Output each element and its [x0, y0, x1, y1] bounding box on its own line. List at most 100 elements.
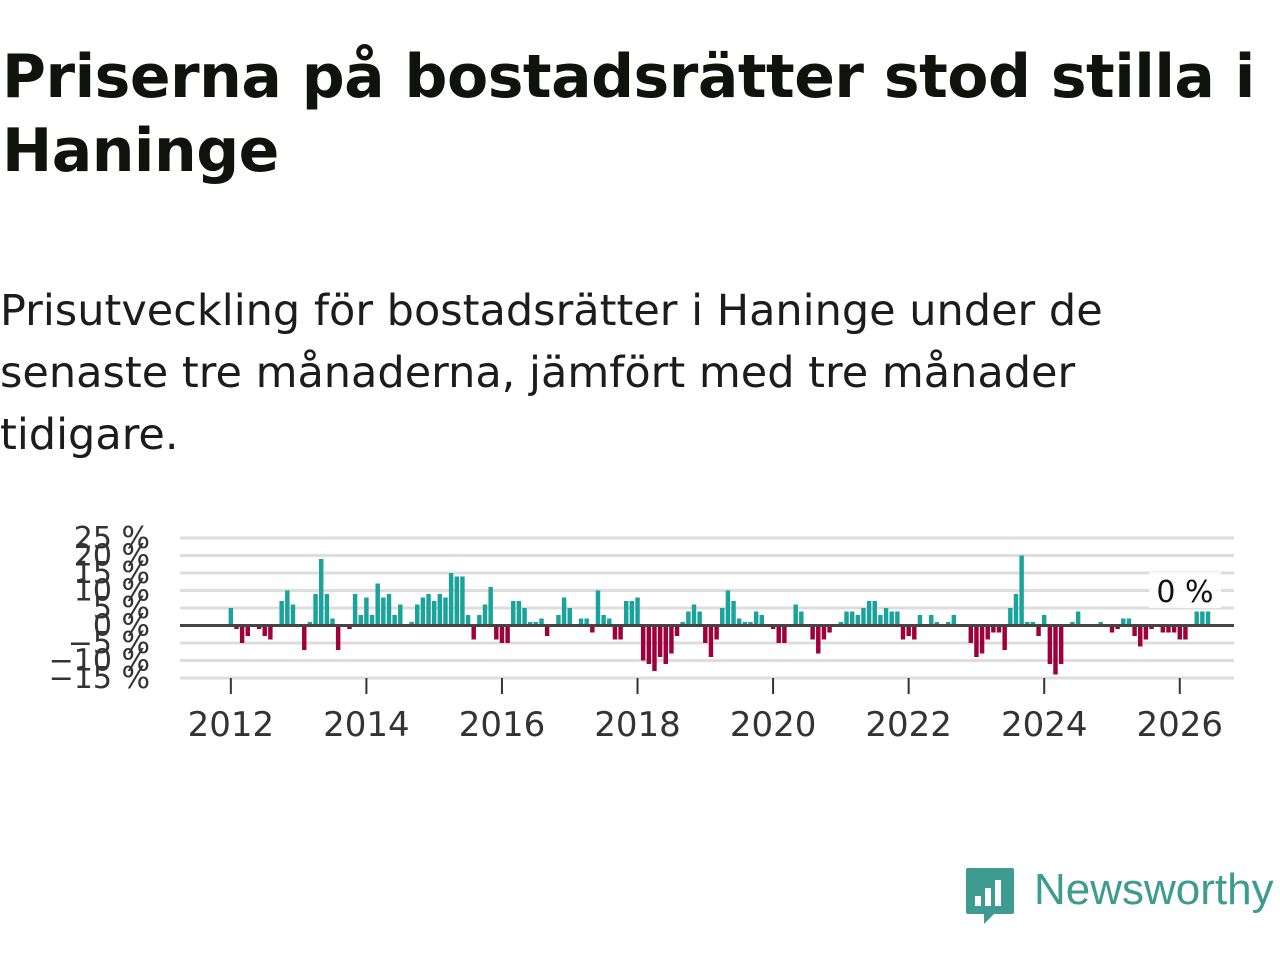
bar — [516, 601, 522, 626]
y-tick-label: −10 % — [49, 644, 150, 679]
bar — [488, 587, 493, 626]
bar — [1019, 555, 1024, 626]
bar — [262, 625, 267, 636]
bar — [1171, 625, 1177, 633]
bar — [437, 594, 443, 626]
bar — [392, 615, 397, 626]
bar — [335, 625, 341, 650]
bar — [889, 611, 894, 626]
bar — [816, 625, 821, 654]
bar — [578, 618, 584, 626]
bar — [426, 594, 431, 626]
bar — [448, 573, 454, 626]
bar — [1115, 625, 1120, 629]
bar — [1047, 625, 1053, 664]
bar — [663, 625, 668, 664]
bar — [810, 625, 815, 640]
bar — [1025, 622, 1030, 626]
x-tick-label: 2020 — [730, 705, 817, 745]
bar — [793, 604, 798, 626]
bar — [477, 615, 482, 626]
bar — [985, 625, 990, 640]
bar — [1126, 618, 1132, 626]
bar — [652, 625, 657, 671]
bar — [522, 608, 527, 626]
bar — [979, 625, 985, 654]
page-title: Priserna på bostadsrätter stod stilla i … — [2, 42, 1255, 186]
bar — [364, 597, 369, 626]
bar — [544, 625, 550, 636]
bar — [330, 618, 335, 626]
bar — [460, 576, 465, 626]
bar — [245, 625, 251, 636]
bar — [838, 622, 844, 626]
bar — [465, 615, 471, 626]
bar — [420, 597, 426, 626]
bar — [375, 583, 380, 626]
bar — [703, 625, 708, 643]
bar — [409, 622, 414, 626]
bar — [1205, 611, 1211, 626]
bar — [748, 622, 753, 626]
y-tick-label: −5 % — [68, 626, 150, 661]
bar — [527, 622, 533, 626]
y-tick-label: 15 % — [74, 556, 150, 591]
bar — [1143, 625, 1149, 640]
bar — [358, 615, 363, 626]
bar — [895, 611, 900, 626]
y-tick-label: 25 % — [74, 521, 150, 556]
bar — [595, 590, 601, 626]
bar-chart: 25 %20 %15 %10 %5 %0 %−5 %−10 %−15 % 201… — [49, 521, 1234, 745]
bar — [1132, 625, 1137, 636]
bar — [686, 611, 691, 626]
bar — [561, 597, 567, 626]
bar — [505, 625, 510, 643]
newsworthy-logo[interactable]: Newsworthy — [964, 864, 1280, 928]
x-tick-label: 2014 — [323, 705, 410, 745]
bar — [1166, 625, 1171, 633]
bar — [482, 604, 488, 626]
y-tick-label: −15 % — [49, 661, 150, 696]
bar — [691, 604, 697, 626]
bar — [782, 625, 787, 643]
bar — [256, 625, 262, 629]
bar — [878, 615, 883, 626]
bar — [302, 625, 307, 650]
bar — [906, 625, 911, 636]
bar — [1036, 625, 1041, 636]
bar — [680, 622, 685, 626]
bar — [1013, 594, 1019, 626]
bar — [1098, 622, 1103, 626]
bar — [951, 615, 957, 626]
bar — [313, 594, 318, 626]
bar — [646, 625, 652, 664]
bar — [1109, 625, 1115, 633]
bar — [533, 622, 539, 626]
x-tick-label: 2018 — [594, 705, 681, 745]
bar — [511, 601, 516, 626]
bar — [872, 601, 877, 626]
bar — [1053, 625, 1058, 675]
bar — [629, 601, 635, 626]
bar — [1058, 625, 1064, 664]
bar — [1177, 625, 1182, 640]
bar — [736, 618, 742, 626]
bar — [849, 611, 855, 626]
bar — [861, 608, 866, 626]
bar — [640, 625, 646, 661]
bar — [945, 622, 951, 626]
bar — [494, 625, 499, 640]
grid-lines — [180, 536, 1234, 680]
bar — [567, 608, 572, 626]
bar — [1041, 615, 1047, 626]
bar — [1183, 625, 1188, 640]
bar — [821, 625, 827, 640]
bar — [657, 625, 663, 657]
x-tick-label: 2022 — [865, 705, 952, 745]
x-tick-label: 2012 — [188, 705, 275, 745]
latest-value-annotation: 0 % — [1156, 575, 1213, 610]
bar — [268, 625, 273, 640]
bar — [318, 559, 324, 626]
bar — [974, 625, 979, 657]
bar — [612, 625, 618, 640]
